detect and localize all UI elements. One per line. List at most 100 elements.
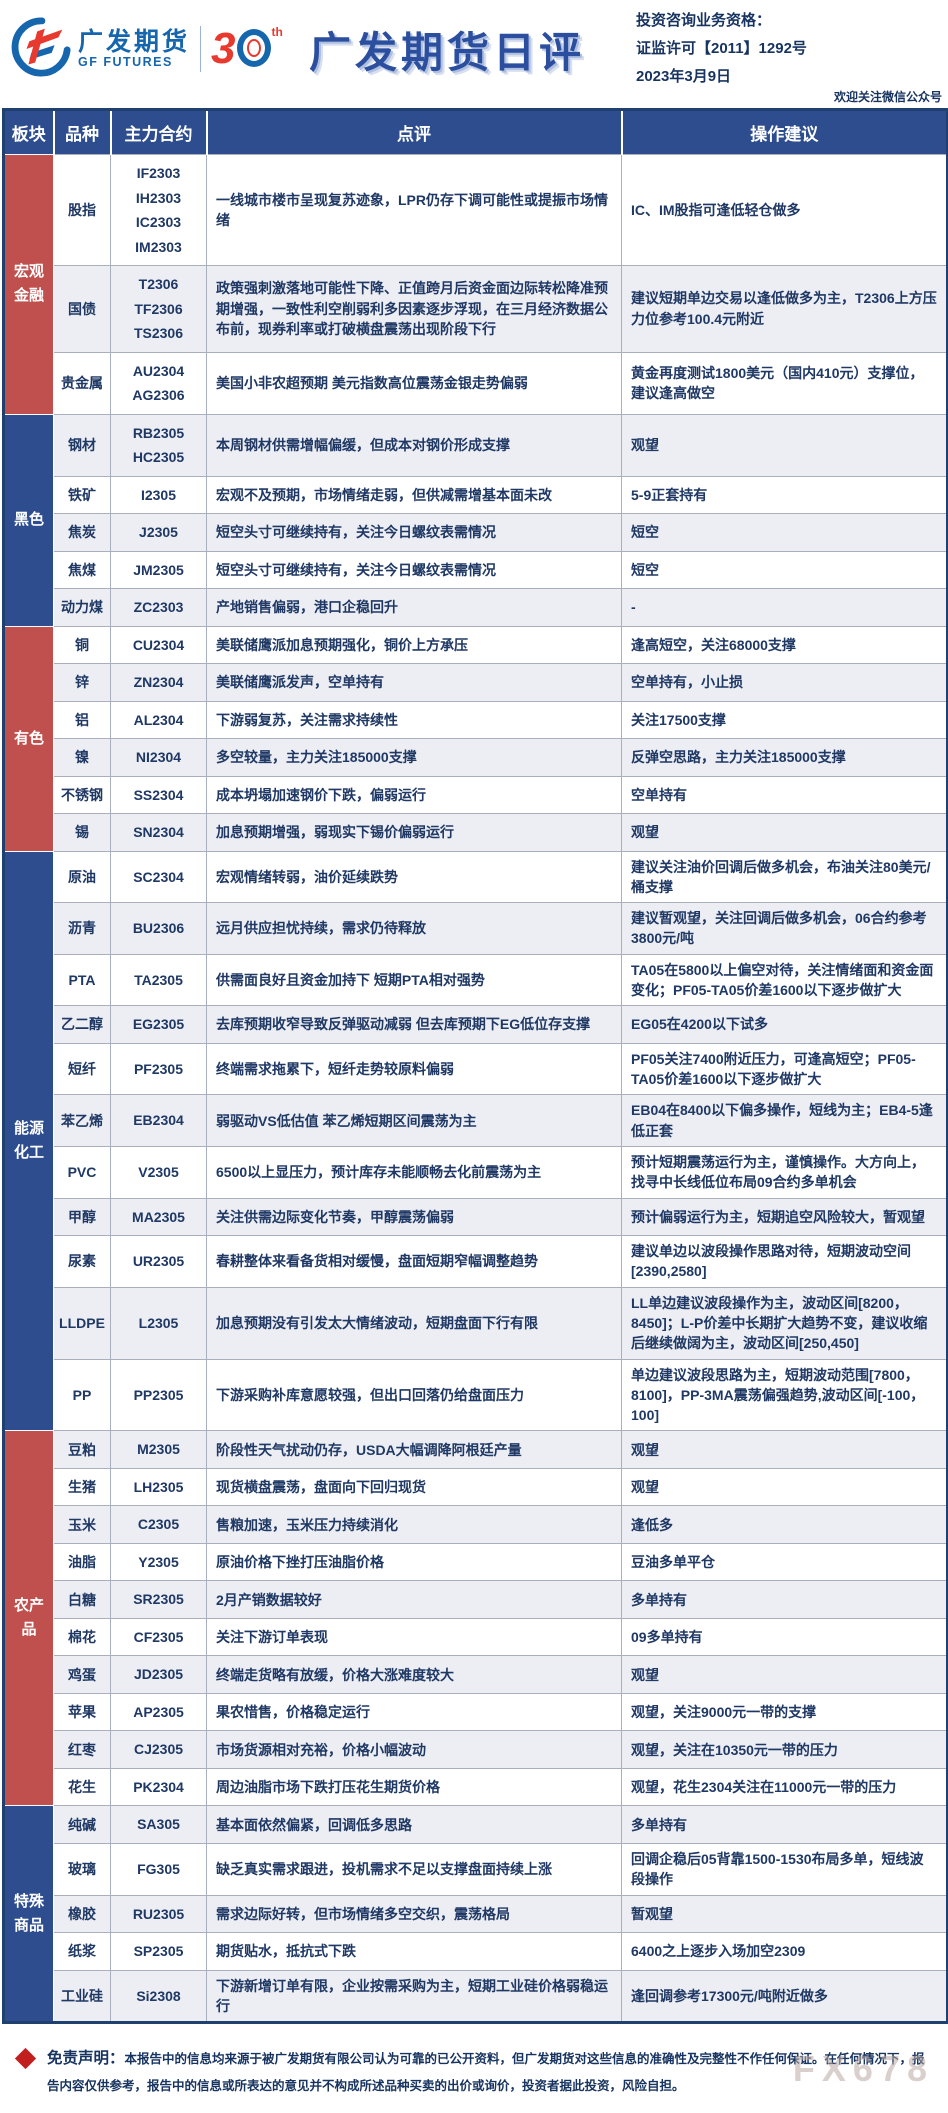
table-row: PTA TA2305 供需面良好且资金加持下 短期PTA相对强势 TA05在5800以… <box>4 953 948 1007</box>
advice-cell: 逢回调参考17300元/吨附近做多 <box>621 1969 948 2024</box>
qualification-block: 投资咨询业务资格： 证监许可【2011】1292号 2023年3月9日 <box>636 7 938 90</box>
variety-cell: 铁矿 <box>53 475 111 514</box>
comment-cell: 短空头寸可继续持有，关注今日螺纹表需情况 <box>206 550 622 589</box>
table-row: PP PP2305 下游采购补库意愿较强，但出口回落仍给盘面压力 单边建议波段思路为主… <box>4 1358 948 1432</box>
table-row: 锌 ZN2304 美联储鹰派发声，空单持有 空单持有，小止损 <box>4 663 948 702</box>
contract-code: I2305 <box>140 486 177 503</box>
contract-code: Y2305 <box>138 1553 179 1570</box>
advice-cell: 观望 <box>621 1430 948 1469</box>
contract-code: IC2303 <box>135 214 182 230</box>
table-row: 乙二醇 EG2305 去库预期收窄导致反弹驱动减弱 但去库预期下EG低位存支撑 EG0… <box>4 1005 948 1044</box>
comment-cell: 现货横盘震荡，盘面向下回归现货 <box>206 1467 622 1507</box>
comment-cell: 一线城市楼市呈现复苏迹象，LPR仍存下调可能性或提振市场情绪 <box>206 154 622 266</box>
main-contract-cell: TA2305 <box>110 953 207 1007</box>
advice-cell: 短空 <box>621 513 948 552</box>
advice-cell: 预计偏弱运行为主，短期追空风险较大，暂观望 <box>621 1197 948 1237</box>
advice-cell: 豆油多单平仓 <box>621 1542 948 1582</box>
anniversary-30th-icon: 3 th <box>211 25 283 70</box>
variety-cell: 甲醇 <box>53 1197 111 1237</box>
variety-cell: PP <box>53 1358 111 1432</box>
disclaimer-label: 免责声明： <box>47 2050 125 2068</box>
column-header-advice: 操作建议 <box>621 109 948 155</box>
comment-cell: 售粮加速，玉米压力持续消化 <box>206 1505 622 1544</box>
advice-cell: 暂观望 <box>621 1894 948 1934</box>
table-row: 镍 NI2304 多空较量，主力关注185000支撑 反弹空思路，主力关注185000… <box>4 738 948 777</box>
report-header: 广发期货 GF FUTURES 3 th 广发期货日评 投资咨询业务资格： 证监… <box>0 0 948 88</box>
comment-cell: 短空头寸可继续持有，关注今日螺纹表需情况 <box>206 513 622 552</box>
comment-cell: 需求边际好转，但市场情绪多空交织，震荡格局 <box>206 1894 622 1934</box>
logo-divider <box>200 26 202 72</box>
advice-cell: 观望，关注9000元一带的支撑 <box>621 1692 948 1732</box>
comment-cell: 美国小非农超预期 美元指数高位震荡金银走势偏弱 <box>206 351 622 415</box>
table-row: 特殊商品 纯碱 SA305 基本面依然偏紧，回调低多思路 多单持有 <box>3 1805 948 2024</box>
contract-code: BU2306 <box>132 920 185 937</box>
contract-code: AP2305 <box>133 1703 184 1720</box>
daily-review-table-body: 宏观金融 股指 IF2303 IH2303 IC2303 IM2303 一线城市楼市呈现复苏… <box>3 154 948 2024</box>
column-header-contract: 主力合约 <box>110 109 208 155</box>
table-row: 贵金属 AU2304 AG2306 美国小非农超预期 美元指数高位震荡金银走势偏弱 黄金… <box>4 351 948 415</box>
sector-cell: 黑色 <box>3 413 54 627</box>
logo-en-text: GF FUTURES <box>78 54 173 69</box>
advice-cell: 逢高短空，关注68000支撑 <box>621 625 948 664</box>
variety-cell: 尿素 <box>53 1235 111 1288</box>
contract-code: EG2305 <box>132 1016 185 1033</box>
advice-cell: 观望 <box>621 813 948 852</box>
table-row: 能源化工 原油 SC2304 宏观情绪转弱，油价延续跌势 建议关注油价回调后做多机会，布… <box>3 850 948 1432</box>
report-date: 2023年3月9日 <box>636 67 732 85</box>
contract-code: SR2305 <box>133 1591 184 1608</box>
comment-cell: 果农惜售，价格稳定运行 <box>206 1692 622 1732</box>
column-header-comment: 点评 <box>206 109 623 155</box>
main-contract-cell: CU2304 <box>110 625 207 664</box>
main-contract-cell: BU2306 <box>110 902 207 955</box>
gf-futures-logo: 广发期货 GF FUTURES 3 th <box>10 16 298 83</box>
contract-code: J2305 <box>139 524 178 540</box>
comment-cell: 弱驱动VS低估值 苯乙烯短期区间震荡为主 <box>206 1094 622 1147</box>
contract-code: CJ2305 <box>133 1741 184 1758</box>
main-contract-cell: ZC2303 <box>110 588 207 627</box>
table-row: 农产品 豆粕 M2305 阶段性天气扰动仍存，USDA大幅调降阿根廷产量 观望 <box>3 1430 948 1807</box>
main-contract-cell: Si2308 <box>110 1969 207 2024</box>
advice-cell: 观望 <box>621 1655 948 1694</box>
main-contract-cell: JD2305 <box>110 1655 207 1694</box>
table-row: 有色铜 CU2304 美联储鹰派加息预期强化，铜价上方承压 逢高短空，关注68000支… <box>3 625 948 852</box>
variety-cell: 纸浆 <box>53 1932 111 1971</box>
variety-cell: 锌 <box>53 663 111 702</box>
table-row: 棉花 CF2305 关注下游订单表现 09多单持有 <box>4 1617 948 1657</box>
table-row: 焦炭 J2305 短空头寸可继续持有，关注今日螺纹表需情况 短空 <box>4 513 948 552</box>
contract-code: UR2305 <box>132 1253 185 1270</box>
contract-code: ZC2303 <box>133 599 184 615</box>
sector-cell: 特殊商品 <box>3 1805 54 2024</box>
table-row: 鸡蛋 JD2305 终端走货略有放缓，价格大涨难度较大 观望 <box>4 1655 948 1694</box>
comment-cell: 市场货源相对充裕，价格小幅波动 <box>206 1730 622 1769</box>
main-contract-cell: EG2305 <box>110 1005 207 1044</box>
contract-code: SN2304 <box>133 824 184 840</box>
comment-cell: 本周钢材供需增幅偏缓，但成本对钢价形成支撑 <box>206 413 622 477</box>
contract-code: RB2305 <box>132 424 185 441</box>
table-row: 油脂 Y2305 原油价格下挫打压油脂价格 豆油多单平仓 <box>4 1542 948 1582</box>
main-contract-cell: C2305 <box>110 1505 207 1544</box>
table-header-row: 板块 品种 主力合约 点评 操作建议 <box>3 109 948 155</box>
disclaimer-text-block: 免责声明：本报告中的信息均来源于被广发期货有限公司认为可靠的已公开资料，但广发期… <box>47 2044 927 2099</box>
anniversary-th-suffix: th <box>271 25 283 40</box>
contract-code: V2305 <box>138 1164 179 1181</box>
main-contract-cell: JM2305 <box>110 550 207 589</box>
advice-cell: 短空 <box>621 550 948 589</box>
main-contract-cell: AU2304 AG2306 <box>110 351 207 415</box>
table-row: 不锈钢 SS2304 成本坍塌加速钢价下跌，偏弱运行 空单持有 <box>4 775 948 814</box>
advice-cell: 逢低多 <box>621 1505 948 1544</box>
contract-code: ZN2304 <box>133 674 184 690</box>
contract-code: MA2305 <box>132 1208 185 1225</box>
advice-cell: 观望，花生2304关注在11000元一带的压力 <box>621 1767 948 1807</box>
contract-code: T2306 <box>138 276 179 292</box>
main-contract-cell: I2305 <box>110 475 207 514</box>
variety-cell: 鸡蛋 <box>53 1655 111 1694</box>
logo-cn-text: 广发期货 <box>78 28 191 57</box>
variety-cell: 玻璃 <box>53 1842 111 1896</box>
advice-cell: LL单边建议波段操作为主，波动区间[8200，8450]；L-P价差中长期扩大趋… <box>621 1286 948 1360</box>
variety-cell: 工业硅 <box>53 1969 111 2024</box>
comment-cell: 加息预期增强，弱现实下锡价偏弱运行 <box>206 813 622 852</box>
contract-code: SS2304 <box>133 786 184 803</box>
main-contract-cell: RB2305 HC2305 <box>110 413 207 477</box>
sector-cell: 农产品 <box>3 1430 54 1807</box>
contract-code: SP2305 <box>133 1943 184 1960</box>
